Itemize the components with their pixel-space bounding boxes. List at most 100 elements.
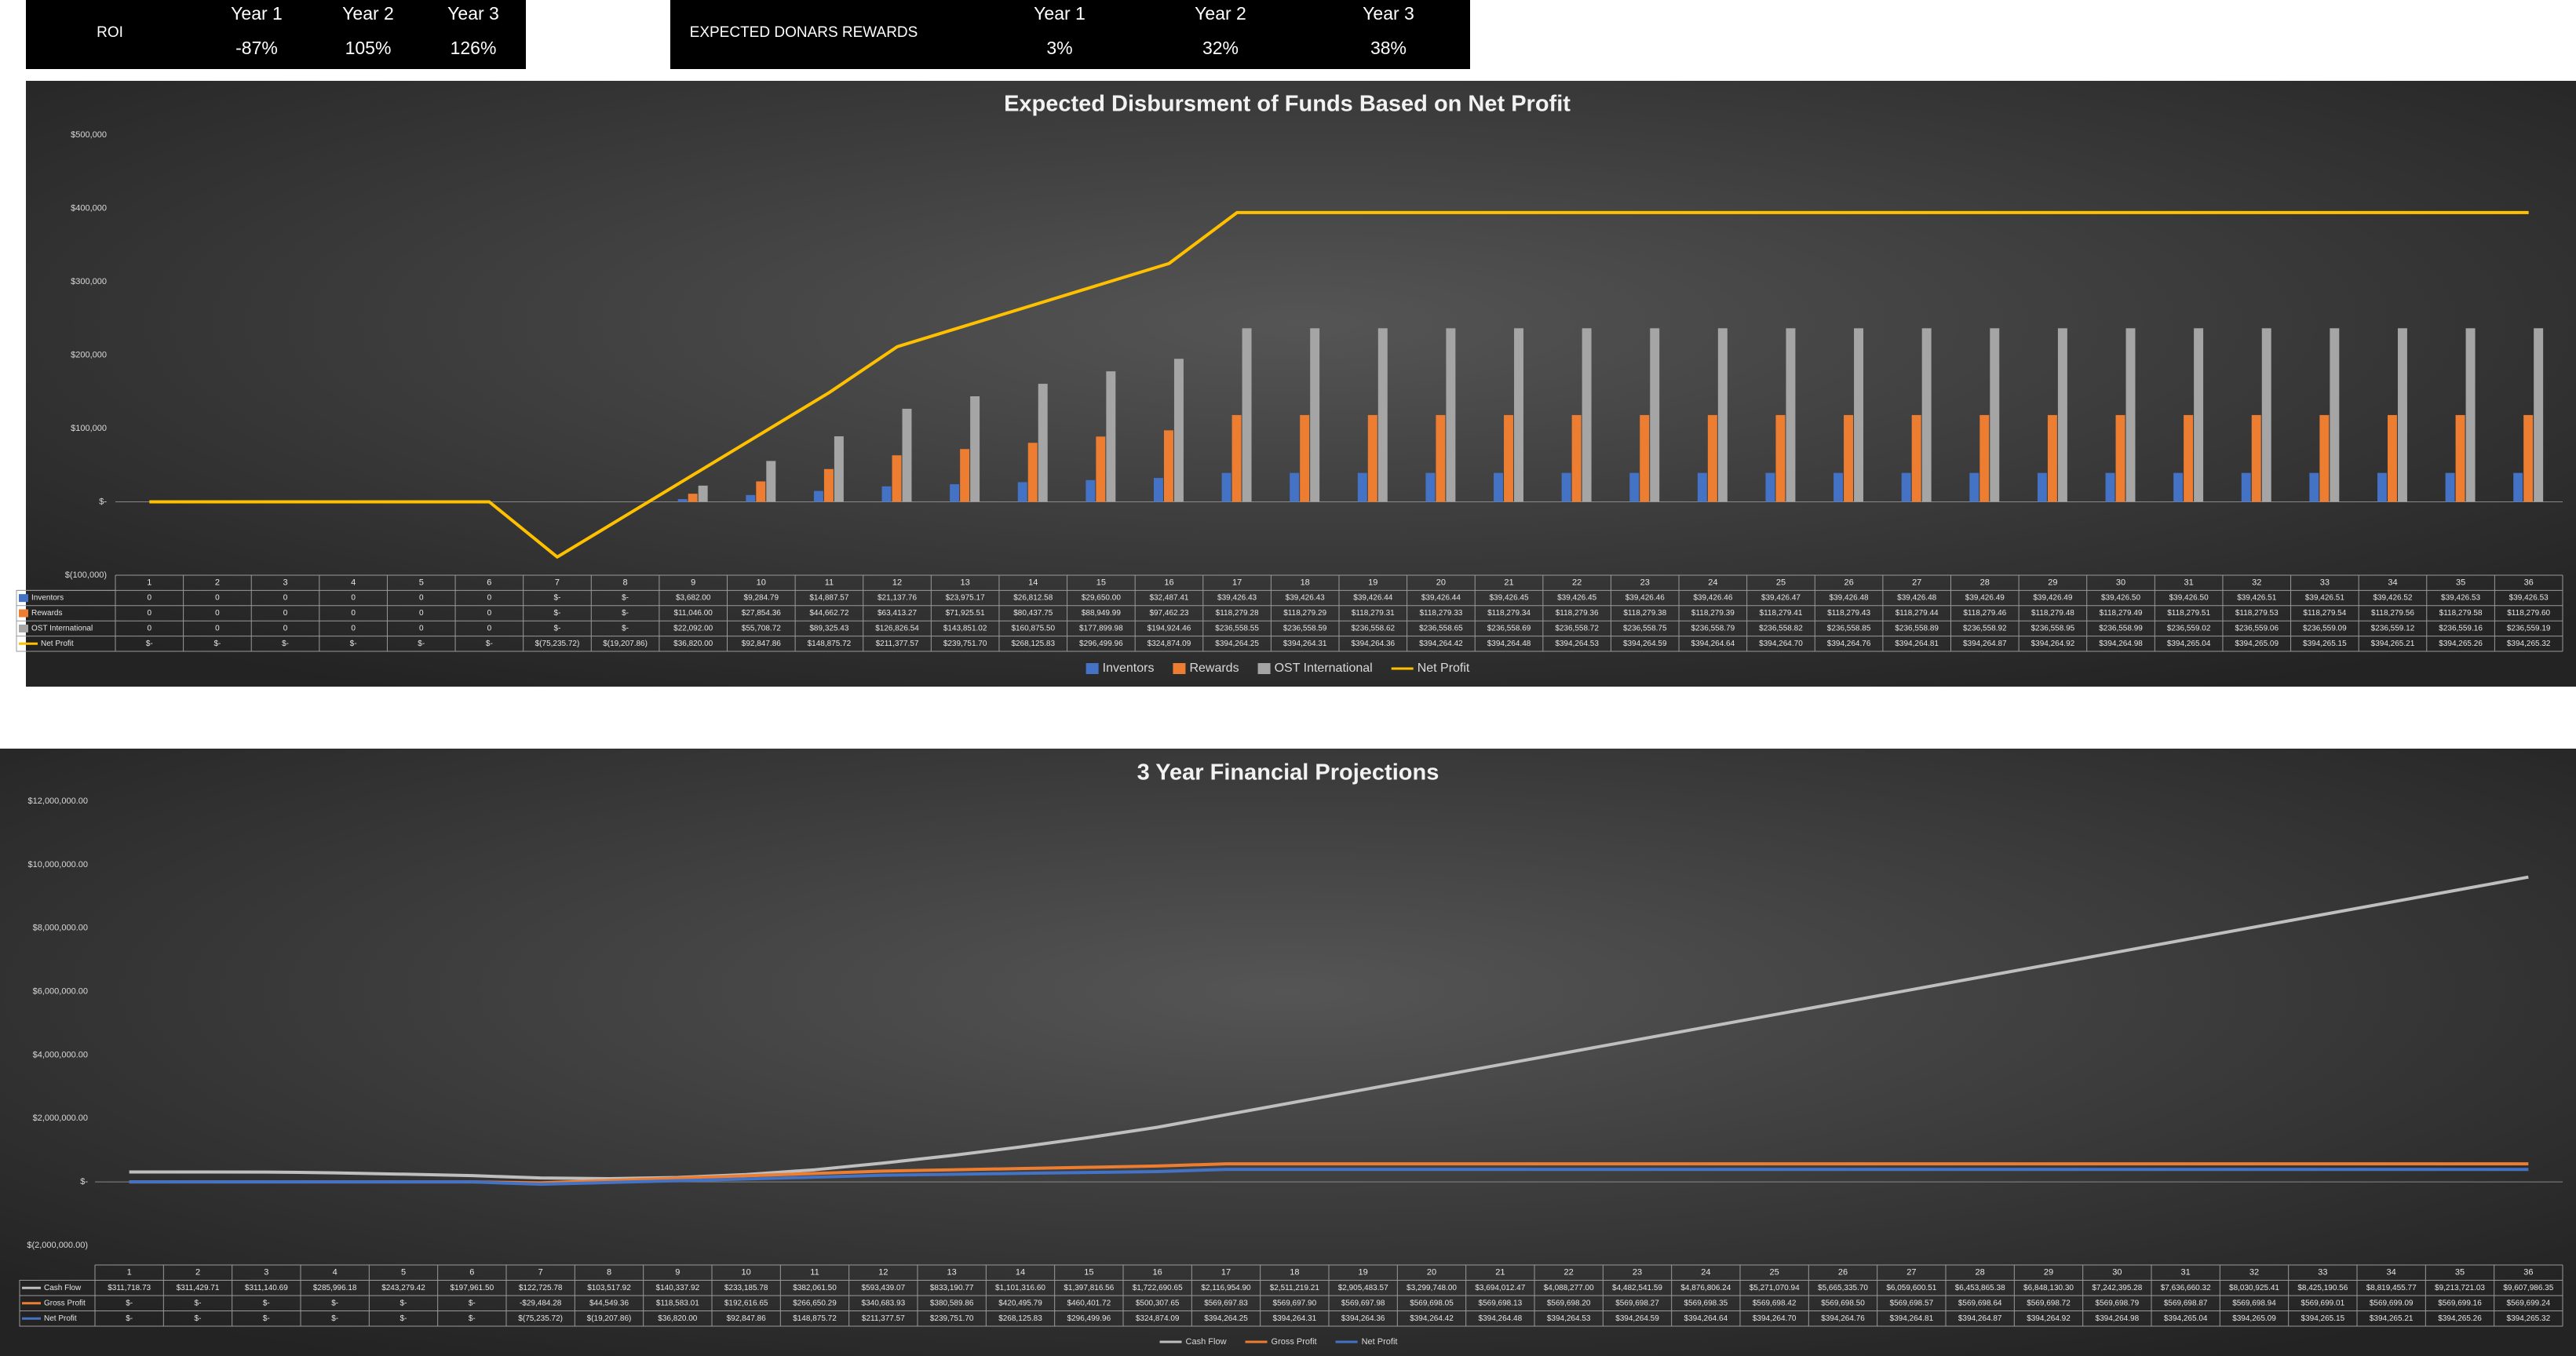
table-cell: $394,264.92: [2027, 1314, 2071, 1323]
table-cell: $394,264.31: [1283, 640, 1327, 648]
bar: [1163, 430, 1173, 502]
bar: [1571, 414, 1582, 502]
x-tick-label: 14: [1016, 1268, 1025, 1278]
table-cell: $394,264.36: [1351, 640, 1395, 648]
table-cell: $394,264.59: [1615, 1314, 1659, 1323]
table-cell: 0: [148, 594, 152, 603]
table-cell: $197,961.50: [451, 1284, 494, 1292]
table-cell: $122,725.78: [519, 1284, 563, 1292]
x-tick-label: 26: [1844, 578, 1853, 588]
table-cell: $9,213,721.03: [2435, 1284, 2485, 1292]
x-tick-label: 34: [2388, 578, 2397, 588]
table-cell: 0: [283, 625, 288, 633]
table-cell: $394,264.81: [1895, 640, 1939, 648]
bar: [1765, 472, 1775, 502]
bar: [1377, 328, 1388, 502]
x-tick-label: 3: [264, 1268, 268, 1278]
table-cell: $394,264.92: [2031, 640, 2075, 648]
table-cell: $3,682.00: [676, 594, 711, 603]
table-cell: $394,264.87: [1958, 1314, 2002, 1323]
table-cell: 0: [283, 594, 288, 603]
table-cell: $63,413.27: [878, 609, 917, 618]
table-cell: $118,279.60: [2507, 609, 2550, 618]
x-tick-label: 13: [947, 1268, 957, 1278]
x-tick-label: 11: [810, 1268, 819, 1278]
table-cell: $11,046.00: [674, 609, 713, 618]
table-row-label: Net Profit: [44, 1314, 77, 1323]
bar: [1242, 328, 1252, 502]
box-value: -87%: [235, 38, 278, 58]
bar: [1901, 472, 1911, 502]
x-tick-label: 11: [825, 578, 834, 588]
table-cell: 0: [215, 625, 220, 633]
table-cell: $39,426.48: [1830, 594, 1869, 603]
box-label: EXPECTED DONARS REWARDS: [690, 24, 918, 41]
table-cell: $236,558.65: [1419, 625, 1463, 633]
x-tick-label: 16: [1164, 578, 1173, 588]
table-cell: $-: [486, 640, 493, 648]
bar: [2309, 472, 2319, 502]
table-cell: $394,264.70: [1759, 640, 1803, 648]
table-cell: $569,698.50: [1821, 1299, 1865, 1307]
table-cell: $569,698.05: [1410, 1299, 1454, 1307]
table-cell: $833,190.77: [930, 1284, 974, 1292]
table-cell: $380,589.86: [930, 1299, 974, 1307]
table-cell: $569,699.09: [2370, 1299, 2414, 1307]
table-cell: $5,665,335.70: [1818, 1284, 1868, 1292]
bar: [2397, 328, 2407, 502]
table-cell: $394,264.53: [1547, 1314, 1591, 1323]
table-key: [19, 594, 28, 603]
table-cell: $32,487.41: [1149, 594, 1188, 603]
bar: [746, 494, 756, 502]
table-cell: $394,265.09: [2232, 1314, 2276, 1323]
bar: [1844, 414, 1854, 502]
bar: [1085, 479, 1096, 502]
bar: [2513, 472, 2523, 502]
box-value: 3%: [1046, 38, 1072, 58]
bar: [2261, 328, 2271, 502]
legend-label: Rewards: [1189, 662, 1239, 675]
x-tick-label: 36: [2523, 1268, 2533, 1278]
x-tick-label: 19: [1368, 578, 1377, 588]
table-cell: $394,264.76: [1827, 640, 1871, 648]
y-tick-label: $(100,000): [65, 570, 107, 580]
legend: Inventors Rewards OST International Net Pro…: [1085, 662, 1470, 675]
x-tick-label: 29: [2048, 578, 2057, 588]
legend: Cash Flow Gross Profit Net Profit: [1159, 1337, 1397, 1347]
bar: [970, 396, 980, 502]
bar: [688, 494, 698, 502]
x-tick-label: 27: [1912, 578, 1921, 588]
table-cell: 0: [351, 594, 356, 603]
table-cell: $394,264.59: [1623, 640, 1667, 648]
bar: [2387, 414, 2397, 502]
x-tick-label: 26: [1838, 1268, 1848, 1278]
table-cell: $118,279.49: [2100, 609, 2143, 618]
table-cell: $23,975.17: [946, 594, 985, 603]
bar: [2465, 328, 2476, 502]
table-cell: $27,854.36: [742, 609, 781, 618]
table-cell: $92,847.86: [742, 640, 781, 648]
table-cell: $39,426.49: [1965, 594, 2005, 603]
line: [149, 210, 2529, 559]
bar: [960, 449, 970, 502]
table-cell: $569,697.98: [1341, 1299, 1385, 1307]
legend-label: Inventors: [1103, 662, 1155, 675]
table-cell: $236,558.85: [1827, 625, 1871, 633]
table-key: [19, 609, 28, 618]
bar: [1979, 414, 1990, 502]
y-tick-label: $8,000,000.00: [33, 924, 88, 933]
table-cell: $394,264.42: [1410, 1314, 1454, 1323]
table-cell: $1,722,690.65: [1133, 1284, 1183, 1292]
x-tick-label: 15: [1084, 1268, 1093, 1278]
x-tick-label: 4: [333, 1268, 338, 1278]
x-tick-label: 20: [1427, 1268, 1436, 1278]
box-value: 105%: [345, 38, 392, 58]
table-cell: $-: [400, 1299, 407, 1307]
table-row-label: Inventors: [31, 594, 64, 603]
table-cell: $39,426.50: [2101, 594, 2140, 603]
x-tick-label: 32: [2252, 578, 2261, 588]
table-cell: $80,437.75: [1013, 609, 1053, 618]
table-cell: $296,499.96: [1079, 640, 1123, 648]
table-cell: $236,558.69: [1487, 625, 1531, 633]
